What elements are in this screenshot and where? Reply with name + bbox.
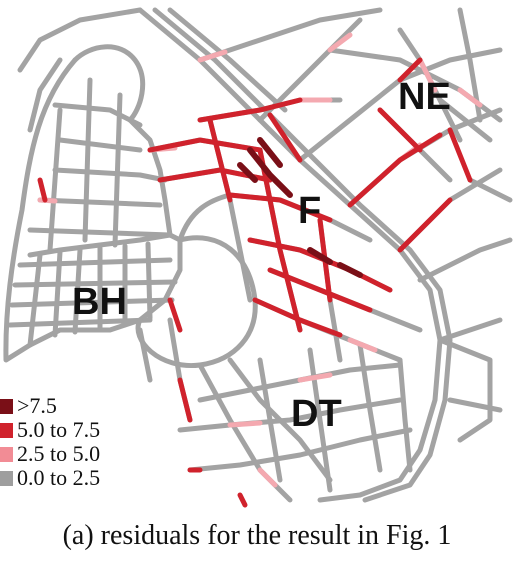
street-network-map xyxy=(3,7,513,508)
legend-label: 5.0 to 7.5 xyxy=(17,417,101,442)
legend-label: 2.5 to 5.0 xyxy=(17,441,101,466)
legend-item: 5.0 to 7.5 xyxy=(0,417,101,442)
district-label-ne: NE xyxy=(398,76,451,118)
legend-label: >7.5 xyxy=(17,393,57,418)
residual-high xyxy=(237,137,363,278)
legend-swatch-low xyxy=(0,446,13,462)
legend-item: 2.5 to 5.0 xyxy=(0,441,101,466)
district-label-dt: DT xyxy=(291,393,342,435)
legend-item: >7.5 xyxy=(0,393,100,418)
map-legend: >7.5 5.0 to 7.5 2.5 to 5.0 0.0 to 2.5 xyxy=(0,393,101,490)
district-label-bh: BH xyxy=(72,281,127,323)
legend-label: 0.0 to 2.5 xyxy=(17,465,101,490)
legend-swatch-high xyxy=(0,398,13,414)
district-label-f: F xyxy=(298,190,322,232)
road-network xyxy=(3,7,513,503)
legend-swatch-mid xyxy=(0,422,13,438)
legend-swatch-none xyxy=(0,470,13,486)
legend-item: 0.0 to 2.5 xyxy=(0,465,101,490)
figure-caption: (a) residuals for the result in Fig. 1 xyxy=(62,520,452,551)
residual-mid xyxy=(37,57,473,508)
